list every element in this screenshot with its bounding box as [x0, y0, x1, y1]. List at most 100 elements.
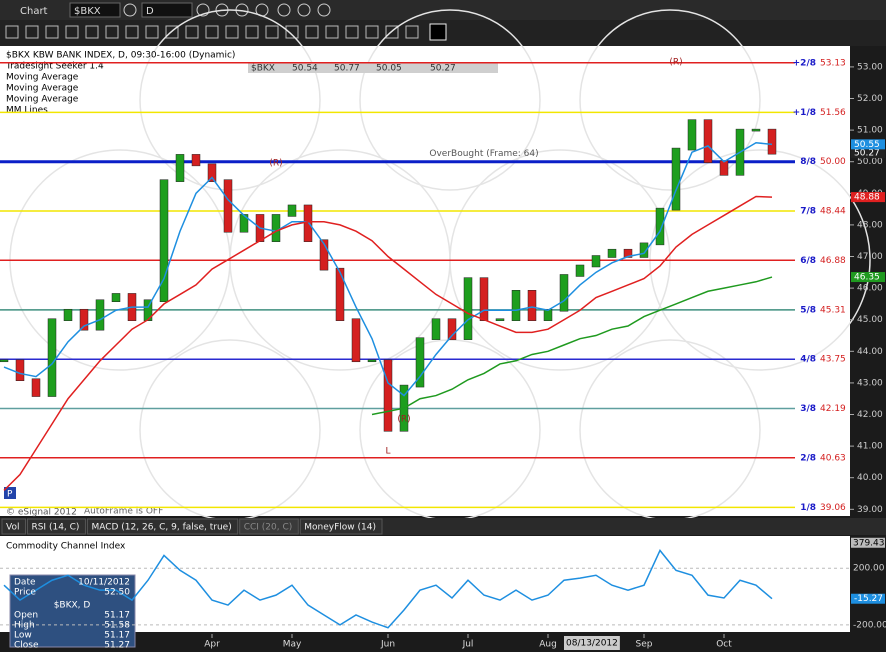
tool[interactable]	[429, 23, 447, 41]
p-badge-text: P	[7, 490, 13, 500]
quote-low: 50.05	[376, 64, 402, 74]
tab-bg[interactable]	[1, 518, 26, 535]
price-bar	[175, 154, 185, 182]
tool[interactable]	[25, 25, 39, 39]
tool[interactable]	[165, 25, 179, 39]
interval[interactable]: D	[146, 6, 154, 17]
legend-entry: Moving Average	[6, 73, 79, 83]
price-tag-label: 50.27	[854, 149, 880, 159]
tool[interactable]	[185, 25, 199, 39]
tool[interactable]	[297, 3, 311, 17]
price-bar	[207, 163, 217, 182]
y-tick-label: 46.00	[857, 284, 883, 294]
price-bar	[271, 214, 281, 242]
price-bar	[223, 179, 233, 233]
mm-label: 7/8	[800, 207, 816, 217]
tool[interactable]	[365, 25, 379, 39]
price-bar	[303, 204, 313, 242]
price-bar	[15, 359, 25, 382]
dw-key: Open	[14, 611, 38, 621]
mm-label: 8/8	[800, 157, 816, 167]
price-tag-label: 48.88	[854, 193, 880, 203]
annotation: L	[385, 446, 390, 456]
tool[interactable]	[85, 25, 99, 39]
mm-value: 42.19	[820, 404, 846, 414]
tool[interactable]	[317, 3, 331, 17]
dw-value: 52.50	[104, 588, 130, 598]
tool[interactable]	[5, 25, 19, 39]
tab-bg[interactable]	[239, 518, 299, 535]
symbol[interactable]: $BKX	[74, 6, 101, 17]
price-bar	[495, 318, 505, 321]
indicator-tab[interactable]: MoneyFlow (14)	[304, 523, 376, 533]
price-bar	[463, 277, 473, 340]
y-tick-label: 40.00	[857, 473, 883, 483]
quote-high: 50.77	[334, 64, 360, 74]
dw-key: Low	[14, 631, 32, 641]
mm-value: 53.13	[820, 58, 846, 68]
tool[interactable]	[145, 25, 159, 39]
price-bar	[319, 239, 329, 271]
tool[interactable]	[225, 25, 239, 39]
tool[interactable]	[65, 25, 79, 39]
tab-bg[interactable]	[299, 518, 383, 535]
indicator-tab[interactable]: MACD (12, 26, C, 9, false, true)	[91, 523, 231, 533]
tool[interactable]	[245, 25, 259, 39]
price-bar	[367, 359, 377, 363]
tool[interactable]	[285, 25, 299, 39]
price-tag-label: 50.55	[854, 140, 880, 150]
y-tick-label: -200.00	[853, 620, 886, 630]
mm-label: +1/8	[793, 108, 816, 118]
price-bar	[447, 318, 457, 340]
price-bar	[607, 248, 617, 258]
mm-value: 43.75	[820, 355, 846, 365]
price-bar	[559, 274, 569, 312]
price-tag-label: 46.35	[854, 273, 880, 283]
copyright: © eSignal 2012	[6, 508, 77, 518]
y-tick-label: 50.00	[857, 157, 883, 167]
price-bar	[431, 318, 441, 340]
tool[interactable]	[265, 25, 279, 39]
symbol-button[interactable]	[123, 3, 137, 17]
interval-button[interactable]	[196, 3, 210, 17]
price-bar	[31, 378, 41, 397]
legend-entry: Moving Average	[6, 84, 79, 94]
tool[interactable]	[105, 25, 119, 39]
price-bar	[623, 248, 633, 258]
mm-label: 6/8	[800, 256, 816, 266]
drawing-tools	[5, 23, 447, 41]
indicator-tab[interactable]: RSI (14, C)	[31, 523, 79, 533]
x-tick-label: Jul	[462, 640, 474, 650]
annotation: OverBought (Frame: 64)	[429, 149, 538, 159]
study-name: MM Lines	[6, 106, 48, 116]
tool[interactable]	[205, 25, 219, 39]
tab-bg[interactable]	[86, 518, 239, 535]
tab-bg[interactable]	[26, 518, 86, 535]
price-panel	[0, 46, 850, 516]
quote-symbol: $BKX	[251, 64, 275, 74]
indicator-tab[interactable]: Vol	[6, 523, 19, 533]
price-bar	[687, 119, 697, 151]
interval-box[interactable]	[141, 2, 193, 18]
tool[interactable]	[345, 25, 359, 39]
mm-label: +2/8	[793, 58, 816, 68]
indicator-tab[interactable]: CCI (20, C)	[244, 523, 293, 533]
mm-label: 2/8	[800, 453, 816, 463]
tool[interactable]	[277, 3, 291, 17]
x-tick-label: Aug	[539, 640, 557, 650]
mm-value: 39.06	[820, 503, 846, 513]
price-bar	[639, 242, 649, 258]
mm-value: 51.56	[820, 108, 846, 118]
tool[interactable]	[305, 25, 319, 39]
tool[interactable]	[45, 25, 59, 39]
tool[interactable]	[405, 25, 419, 39]
y-tick-label: 41.00	[857, 442, 883, 452]
tool[interactable]	[325, 25, 339, 39]
tool[interactable]	[125, 25, 139, 39]
quote-box	[248, 62, 498, 73]
symbol-box[interactable]	[69, 2, 121, 18]
price-bar	[383, 359, 393, 432]
price-bar	[543, 308, 553, 321]
y-tick-label: 47.00	[857, 252, 883, 262]
tool[interactable]	[385, 25, 399, 39]
